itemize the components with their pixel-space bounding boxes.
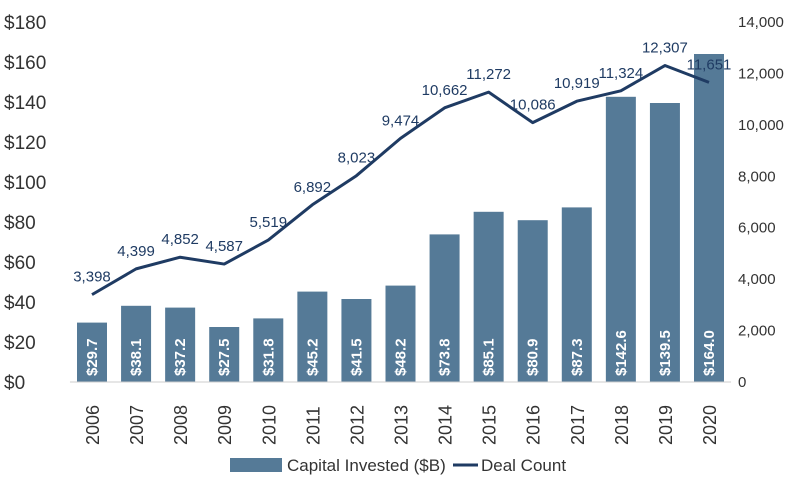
- bar-value-label: $87.3: [569, 338, 586, 376]
- x-tick-label: 2009: [215, 405, 235, 445]
- bar: [209, 327, 240, 382]
- bar-value-label: $139.5: [657, 330, 674, 376]
- x-axis: 2006 2007 2008 2009 2010 2011 2012 2013 2014 2015…: [83, 405, 720, 445]
- legend-label-deal-count: Deal Count: [481, 456, 566, 475]
- bar: [694, 54, 724, 382]
- x-tick-label: 2016: [524, 405, 544, 445]
- y-left-tick-label: $20: [4, 333, 36, 354]
- deal-count-point-label: 3,398: [73, 269, 111, 286]
- y-left-tick-label: $160: [4, 53, 46, 74]
- x-tick-label: 2020: [700, 405, 720, 445]
- bar: [429, 234, 460, 382]
- y-right-tick-label: 6,000: [738, 220, 776, 237]
- x-tick-label: 2013: [392, 405, 412, 445]
- y-right-tick-label: 14,000: [738, 14, 784, 31]
- bar-value-label: $80.9: [525, 338, 542, 376]
- deal-count-point-label: 4,399: [117, 243, 155, 260]
- bar: [385, 285, 416, 382]
- y-right-tick-label: 4,000: [738, 271, 776, 288]
- bar-value-label: $37.2: [172, 338, 189, 376]
- deal-count-point-label: 11,651: [687, 56, 732, 73]
- y-left-tick-label: $140: [4, 93, 46, 114]
- bar: [121, 305, 152, 382]
- deal-count-line: [91, 64, 710, 296]
- deal-count-point-label: 10,919: [554, 75, 600, 92]
- bar-value-label: $29.7: [84, 338, 101, 376]
- deal-count-point-label: 11,324: [598, 65, 643, 82]
- deal-count-point-label: 5,519: [250, 214, 288, 231]
- bar: [561, 207, 592, 382]
- legend-swatch-capital-invested: [230, 458, 282, 472]
- x-tick-label: 2007: [127, 405, 147, 445]
- bar: [605, 96, 636, 383]
- bar: [77, 322, 107, 382]
- deal-count-point-label: 9,474: [382, 112, 420, 129]
- deal-count-point-label: 10,086: [510, 97, 556, 114]
- deal-count-point-label: 8,023: [338, 150, 376, 167]
- x-tick-label: 2006: [83, 405, 103, 445]
- y-right-tick-label: 10,000: [738, 117, 784, 134]
- y-left-tick-label: $120: [4, 133, 46, 154]
- x-tick-label: 2014: [436, 405, 456, 445]
- y-left-tick-label: $60: [4, 253, 36, 274]
- y-right-tick-label: 8,000: [738, 168, 776, 185]
- bar: [473, 211, 504, 382]
- bar: [517, 220, 548, 382]
- deal-count-point-label: 4,852: [161, 231, 199, 248]
- y-left-tick-label: $40: [4, 293, 36, 314]
- deal-count-point-label: 4,587: [205, 238, 243, 255]
- legend: Capital Invested ($B) Deal Count: [230, 456, 566, 475]
- deal-count-point-label: 11,272: [466, 66, 511, 83]
- bar-value-label: $31.8: [260, 338, 277, 376]
- bar-value-label: $48.2: [393, 338, 410, 376]
- y-right-tick-label: 12,000: [738, 65, 784, 82]
- bar-value-label: $164.0: [701, 330, 718, 376]
- x-tick-label: 2008: [171, 405, 191, 445]
- x-tick-label: 2015: [480, 405, 500, 445]
- legend-label-capital-invested: Capital Invested ($B): [287, 456, 446, 475]
- bar-value-label: $45.2: [304, 338, 321, 376]
- y-right-tick-label: 0: [738, 374, 746, 391]
- y-left-tick-label: $80: [4, 213, 36, 234]
- deal-count-point-label: 12,307: [642, 40, 688, 57]
- bar-value-label: $41.5: [348, 338, 365, 376]
- bar: [649, 103, 680, 382]
- y-left-tick-label: $0: [4, 373, 25, 394]
- y-left-tick-label: $180: [4, 13, 46, 34]
- x-tick-label: 2017: [568, 405, 588, 445]
- bar-value-label: $85.1: [481, 338, 498, 376]
- bars-capital-invested: $29.7 $38.1 $37.2 $27.5 $31.8 $45.2 $41.5 $48.2…: [77, 54, 724, 383]
- x-tick-label: 2011: [303, 406, 323, 445]
- x-tick-label: 2010: [259, 405, 279, 445]
- bar-value-label: $38.1: [128, 338, 145, 376]
- line-deal-count: 3,398 4,399 4,852 4,587 5,519 6,892 8,023 9,474…: [73, 40, 732, 296]
- right-axis: 0 2,000 4,000 6,000 8,000 10,000 12,000 14,000: [738, 14, 784, 391]
- bar-value-label: $27.5: [216, 338, 233, 376]
- bar: [297, 291, 328, 382]
- bar: [253, 318, 284, 382]
- bar: [341, 299, 372, 382]
- x-tick-label: 2019: [656, 405, 676, 445]
- bar-value-label: $142.6: [613, 330, 630, 376]
- bar: [165, 307, 196, 382]
- deal-count-point-label: 10,662: [422, 82, 468, 99]
- y-left-tick-label: $100: [4, 173, 46, 194]
- x-tick-label: 2012: [347, 405, 367, 445]
- y-right-tick-label: 2,000: [738, 323, 776, 340]
- bar-value-label: $73.8: [437, 338, 454, 376]
- left-axis: $0 $20 $40 $60 $80 $100 $120 $140 $160 $180: [4, 13, 46, 394]
- deal-count-point-label: 6,892: [294, 179, 332, 196]
- x-tick-label: 2018: [612, 405, 632, 445]
